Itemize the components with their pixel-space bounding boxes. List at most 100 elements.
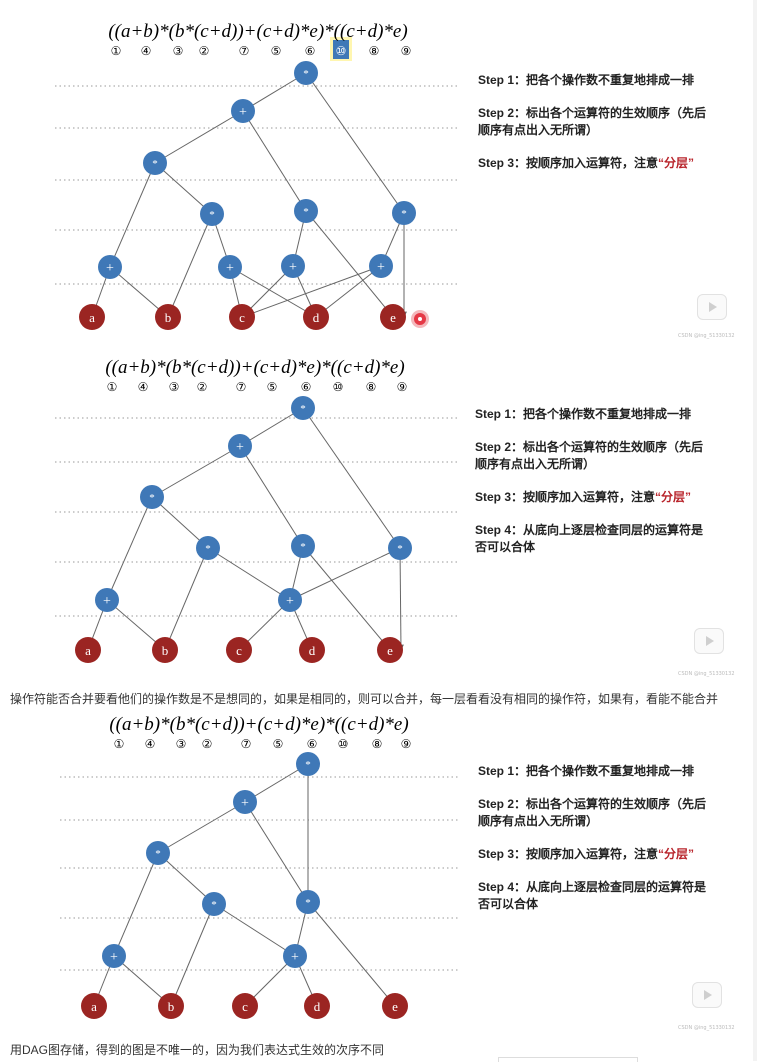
layer-lines [60,776,460,971]
op-node-times: * [294,61,318,85]
nodes: * + * * * * + + + + a b c d e [79,61,429,330]
svg-text:e: e [392,999,398,1014]
steps-list: Step 1：把各个操作数不重复地排成一排 Step 2：标出各个运算符的生效顺… [478,72,718,188]
dag-panel-step4: ((a+b)*(b*(c+d))+(c+d)*e)*((c+d)*e) ① ④ … [0,342,757,680]
order-labels: ① ④ ③ ② ⑦ ⑤ ⑥ ⑩ ⑧ ⑨ [111,44,412,58]
svg-text:④: ④ [138,380,149,394]
svg-text:+: + [377,260,385,275]
watermark: CSDN @ing_51330132 [678,333,735,339]
svg-text:⑩: ⑩ [333,380,344,394]
svg-text:④: ④ [145,737,156,751]
svg-text:+: + [103,594,111,609]
leaf-node-e: e [380,304,406,330]
svg-text:+: + [286,594,294,609]
svg-text:②: ② [199,44,210,58]
op-node-times: * [143,151,167,175]
svg-text:②: ② [197,380,208,394]
op-node-times: * [202,892,226,916]
svg-text:a: a [91,999,97,1014]
svg-text:c: c [239,310,245,325]
svg-text:*: * [149,492,155,504]
leaf-node-c: c [226,637,252,663]
op-node-plus: + [231,99,255,123]
svg-text:+: + [110,950,118,965]
svg-text:⑩: ⑩ [338,737,349,751]
op-node-plus: + [233,790,257,814]
svg-text:⑨: ⑨ [397,380,408,394]
play-icon[interactable] [694,628,724,654]
step-item: Step 1：把各个操作数不重复地排成一排 [478,73,695,87]
svg-text:*: * [305,759,311,771]
steps-list: Step 1：把各个操作数不重复地排成一排 Step 2：标出各个运算符的生效顺… [478,763,718,929]
svg-text:d: d [309,643,316,658]
op-node-times: * [196,536,220,560]
leaf-node-b: b [152,637,178,663]
op-node-times: * [146,841,170,865]
steps-list: Step 1：把各个操作数不重复地排成一排 Step 2：标出各个运算符的生效顺… [475,406,715,572]
play-icon[interactable] [697,294,727,320]
svg-text:*: * [300,403,306,415]
svg-text:⑧: ⑧ [366,380,377,394]
play-icon[interactable] [692,982,722,1008]
nodes: * + * * * * + + a b c d e [75,396,412,663]
step-item: Step 3：按顺序加入运算符，注意“分层” [475,490,692,504]
step-item: Step 2：标出各个运算符的生效顺序（先后顺序有点出入无所谓） [478,797,707,828]
leaf-node-b: b [155,304,181,330]
svg-text:+: + [241,796,249,811]
svg-text:⑤: ⑤ [267,380,278,394]
dag-diagram-2: ((a+b)*(b*(c+d))+(c+d)*e)*((c+d)*e) ① ④ … [55,357,460,663]
svg-text:c: c [242,999,248,1014]
svg-text:⑥: ⑥ [301,380,312,394]
svg-text:③: ③ [173,44,184,58]
svg-text:e: e [390,310,396,325]
op-node-times: * [291,534,315,558]
op-node-plus: + [98,255,122,279]
layer-lines [55,85,460,285]
scrollbar[interactable] [753,0,757,1061]
step-item: Step 4：从底向上逐层检查同层的运算符是否可以合体 [478,880,707,911]
leaf-node-d: d [303,304,329,330]
leaf-node-e: e [382,993,408,1019]
svg-text:③: ③ [169,380,180,394]
step-item: Step 3：按顺序加入运算符，注意“分层” [478,847,695,861]
svg-text:e: e [387,643,393,658]
step-item: Step 4：从底向上逐层检查同层的运算符是否可以合体 [475,523,704,554]
dag-diagram-1: ((a+b)*(b*(c+d))+(c+d)*e)*((c+d)*e) ① ④ … [55,21,460,330]
dag-panel-merged: ((a+b)*(b*(c+d))+(c+d)*e)*((c+d)*e) ① ④ … [0,708,757,1038]
formula: ((a+b)*(b*(c+d))+(c+d)*e)*((c+d)*e) [108,21,407,42]
svg-text:d: d [314,999,321,1014]
leaf-node-c: c [229,304,255,330]
svg-text:③: ③ [176,737,187,751]
dag-diagram-3: ((a+b)*(b*(c+d))+(c+d)*e)*((c+d)*e) ① ④ … [60,714,460,1019]
svg-text:+: + [236,440,244,455]
leaf-node-a: a [81,993,107,1019]
layer-lines [55,417,460,617]
op-node-plus: + [283,944,307,968]
order-labels: ① ④ ③ ② ⑦ ⑤ ⑥ ⑩ ⑧ ⑨ [114,737,412,751]
op-node-times: * [392,201,416,225]
svg-text:a: a [89,310,95,325]
svg-text:c: c [236,643,242,658]
op-node-times: * [296,752,320,776]
leaf-node-a: a [79,304,105,330]
op-node-plus: + [228,434,252,458]
merge-note: 操作符能否合并要看他们的操作数是不是想同的，如果是相同的，则可以合并，每一层看看… [10,692,719,706]
svg-text:*: * [305,897,311,909]
dag-panel-step3: ((a+b)*(b*(c+d))+(c+d)*e)*((c+d)*e) ① ④ … [0,0,757,340]
watermark: CSDN @ing_51330132 [678,1025,735,1031]
svg-text:*: * [211,899,217,911]
op-node-times: * [200,202,224,226]
leaf-node-e: e [377,637,403,663]
op-node-times: * [388,536,412,560]
leaf-node-b: b [158,993,184,1019]
svg-text:*: * [209,209,215,221]
svg-text:⑨: ⑨ [401,44,412,58]
svg-text:b: b [162,643,169,658]
svg-text:a: a [85,643,91,658]
svg-text:⑤: ⑤ [273,737,284,751]
svg-text:⑩: ⑩ [336,44,347,58]
formula: ((a+b)*(b*(c+d))+(c+d)*e)*((c+d)*e) [109,714,408,735]
op-node-times: * [294,199,318,223]
step-item: Step 1：把各个操作数不重复地排成一排 [475,407,692,421]
svg-text:⑧: ⑧ [369,44,380,58]
